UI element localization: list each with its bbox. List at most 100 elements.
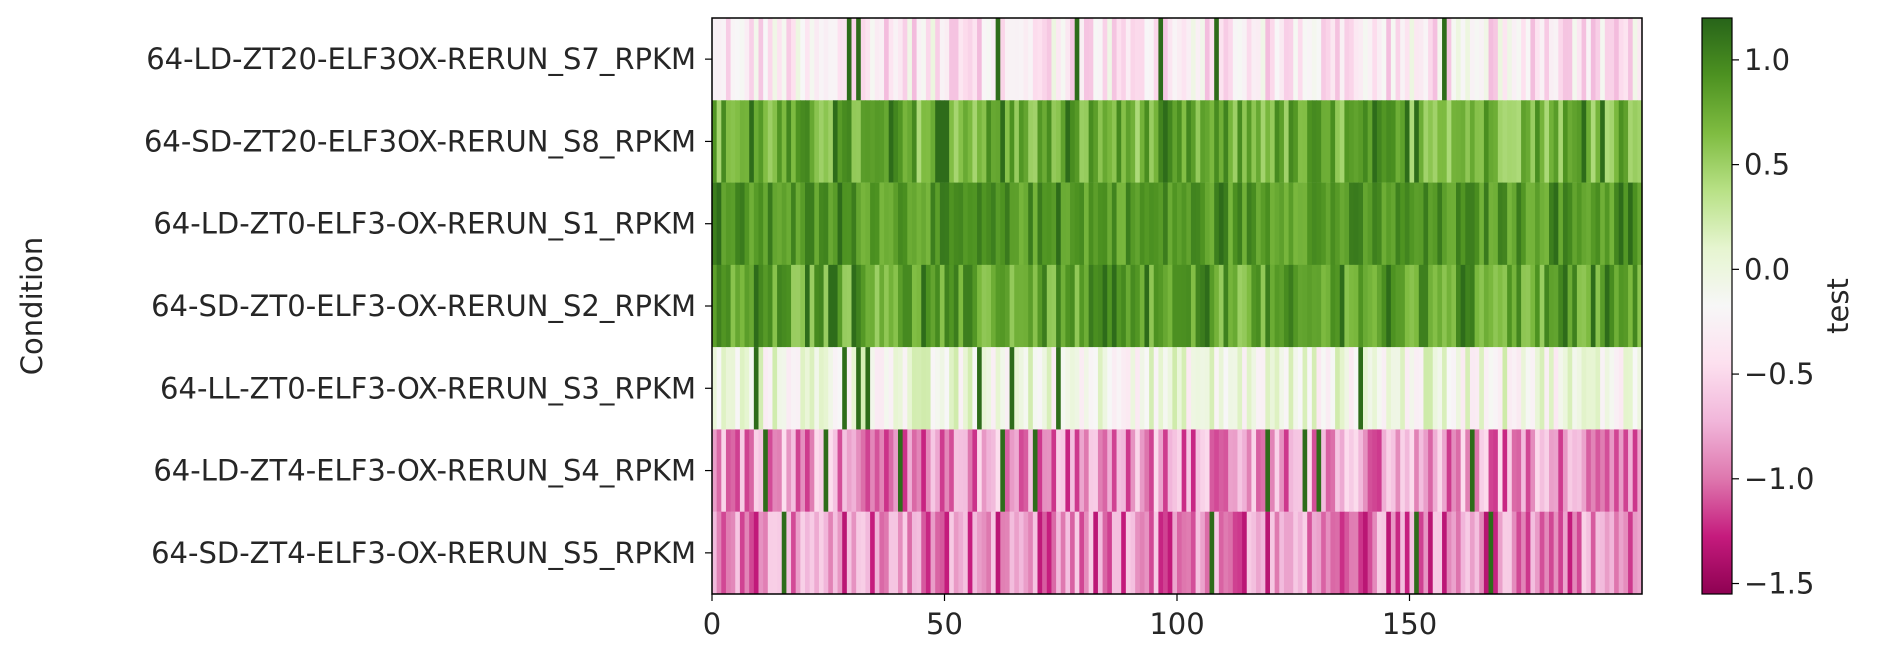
heatmap-cell [1339,100,1345,183]
heatmap-cell [1195,511,1201,595]
heatmap-cell [963,511,969,595]
heatmap-cell [1186,182,1192,266]
heatmap-cell [1562,18,1569,101]
heatmap-cell [981,18,987,101]
heatmap-cell [1372,511,1378,595]
heatmap-cell [1325,182,1332,266]
x-tick-label: 50 [926,607,963,641]
heatmap-cell [1177,511,1183,595]
heatmap-cell [1251,264,1257,348]
heatmap-cell [1186,264,1192,348]
heatmap-cell [1590,18,1597,101]
heatmap-cell [1130,182,1136,266]
heatmap-cell [1376,100,1383,183]
heatmap-cell [1200,18,1206,101]
heatmap-cell [1223,18,1229,101]
heatmap-cell [739,18,746,101]
heatmap-cell [1130,511,1136,595]
heatmap-cell [1135,100,1141,183]
heatmap-cell [1153,511,1159,595]
heatmap-cell [972,347,978,430]
heatmap-cell [1493,264,1499,348]
heatmap-cell [1581,347,1587,430]
heatmap-cell [814,100,820,183]
heatmap-cell [1567,182,1573,266]
heatmap-cell [898,429,904,512]
heatmap-cell [1046,18,1053,101]
heatmap-cell [1283,18,1290,101]
heatmap-cell [1237,429,1243,512]
heatmap-cell [1130,264,1136,348]
heatmap-cell [1353,182,1359,266]
heatmap-cell [939,347,946,430]
heatmap-cell [1321,18,1327,101]
heatmap-cell [1014,18,1020,101]
heatmap-cell [1014,347,1020,430]
heatmap-cell [902,100,908,183]
heatmap-cell [1195,100,1201,183]
heatmap-cell [1084,347,1090,430]
heatmap-cell [916,511,922,595]
heatmap-cell [739,511,746,595]
heatmap-cell [823,347,829,430]
heatmap-cell [712,182,718,266]
heatmap-cell [1562,100,1569,183]
heatmap-cell [1056,182,1062,266]
heatmap-cell [1042,182,1048,266]
heatmap-cell [1070,18,1076,101]
heatmap-cell [1246,18,1252,101]
heatmap-cell [1525,18,1531,101]
heatmap-cell [1135,511,1141,595]
heatmap-cell [1051,264,1057,348]
heatmap-cell [1395,347,1401,430]
heatmap-cell [1497,429,1504,512]
heatmap-cell [725,100,732,183]
heatmap-cell [1530,182,1536,266]
heatmap-cell [1423,264,1429,348]
heatmap-cell [1595,100,1601,183]
heatmap-cell [930,182,936,266]
heatmap-cell [1297,100,1304,183]
heatmap-cell [1084,429,1090,512]
heatmap-cell [958,511,964,595]
heatmap-cell [991,347,997,430]
heatmap-cell [1623,100,1629,183]
heatmap-cell [1093,264,1099,348]
heatmap-cell [772,347,778,430]
heatmap-cell [749,18,755,101]
heatmap-cell [1204,347,1211,430]
heatmap-cell [1390,511,1397,595]
heatmap-cell [1376,18,1383,101]
heatmap-cell [1516,511,1522,595]
heatmap-cell [1102,511,1108,595]
heatmap-cell [1428,429,1434,512]
heatmap-cell [907,182,913,266]
heatmap-cell [846,511,853,595]
heatmap-cell [818,264,825,348]
heatmap-cell [1204,18,1211,101]
heatmap-cell [1581,511,1587,595]
heatmap-cell [1558,18,1564,101]
heatmap-cell [911,429,918,512]
heatmap-cell [1553,511,1559,595]
heatmap-cell [744,264,750,348]
heatmap-cell [935,347,941,430]
heatmap-cell [1177,100,1183,183]
heatmap-cell [828,100,834,183]
heatmap-cell [1530,511,1536,595]
heatmap-cell [1339,182,1345,266]
heatmap-cell [1097,511,1104,595]
heatmap-cell [1637,429,1643,512]
heatmap-cell [1553,100,1559,183]
heatmap-cell [1590,511,1597,595]
heatmap-cell [767,347,774,430]
heatmap-cell [1609,511,1615,595]
heatmap-cell [1614,18,1620,101]
heatmap-cell [1414,347,1420,430]
heatmap-cell [1070,347,1076,430]
heatmap-cell [1409,182,1415,266]
heatmap-cell [1586,18,1592,101]
heatmap-cell [977,100,983,183]
heatmap-cell [1562,511,1569,595]
heatmap-cell [1339,429,1345,512]
